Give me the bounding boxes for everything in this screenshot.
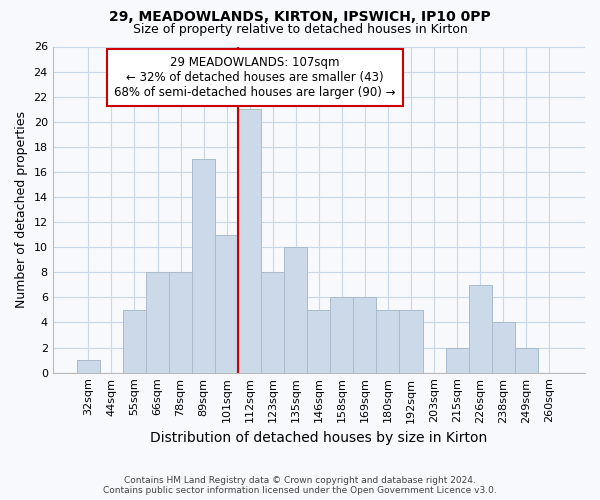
Bar <box>123 310 146 372</box>
Bar <box>446 348 469 372</box>
Bar <box>169 272 192 372</box>
Bar <box>146 272 169 372</box>
Bar <box>400 310 422 372</box>
Bar <box>238 109 261 372</box>
Y-axis label: Number of detached properties: Number of detached properties <box>15 111 28 308</box>
Bar <box>331 298 353 372</box>
X-axis label: Distribution of detached houses by size in Kirton: Distribution of detached houses by size … <box>150 431 487 445</box>
Text: 29, MEADOWLANDS, KIRTON, IPSWICH, IP10 0PP: 29, MEADOWLANDS, KIRTON, IPSWICH, IP10 0… <box>109 10 491 24</box>
Bar <box>469 285 491 372</box>
Text: 29 MEADOWLANDS: 107sqm
← 32% of detached houses are smaller (43)
68% of semi-det: 29 MEADOWLANDS: 107sqm ← 32% of detached… <box>114 56 396 100</box>
Bar <box>77 360 100 372</box>
Bar <box>353 298 376 372</box>
Bar <box>515 348 538 372</box>
Bar <box>192 160 215 372</box>
Text: Size of property relative to detached houses in Kirton: Size of property relative to detached ho… <box>133 22 467 36</box>
Bar <box>261 272 284 372</box>
Text: Contains HM Land Registry data © Crown copyright and database right 2024.
Contai: Contains HM Land Registry data © Crown c… <box>103 476 497 495</box>
Bar <box>491 322 515 372</box>
Bar <box>284 247 307 372</box>
Bar <box>307 310 331 372</box>
Bar <box>376 310 400 372</box>
Bar <box>215 234 238 372</box>
